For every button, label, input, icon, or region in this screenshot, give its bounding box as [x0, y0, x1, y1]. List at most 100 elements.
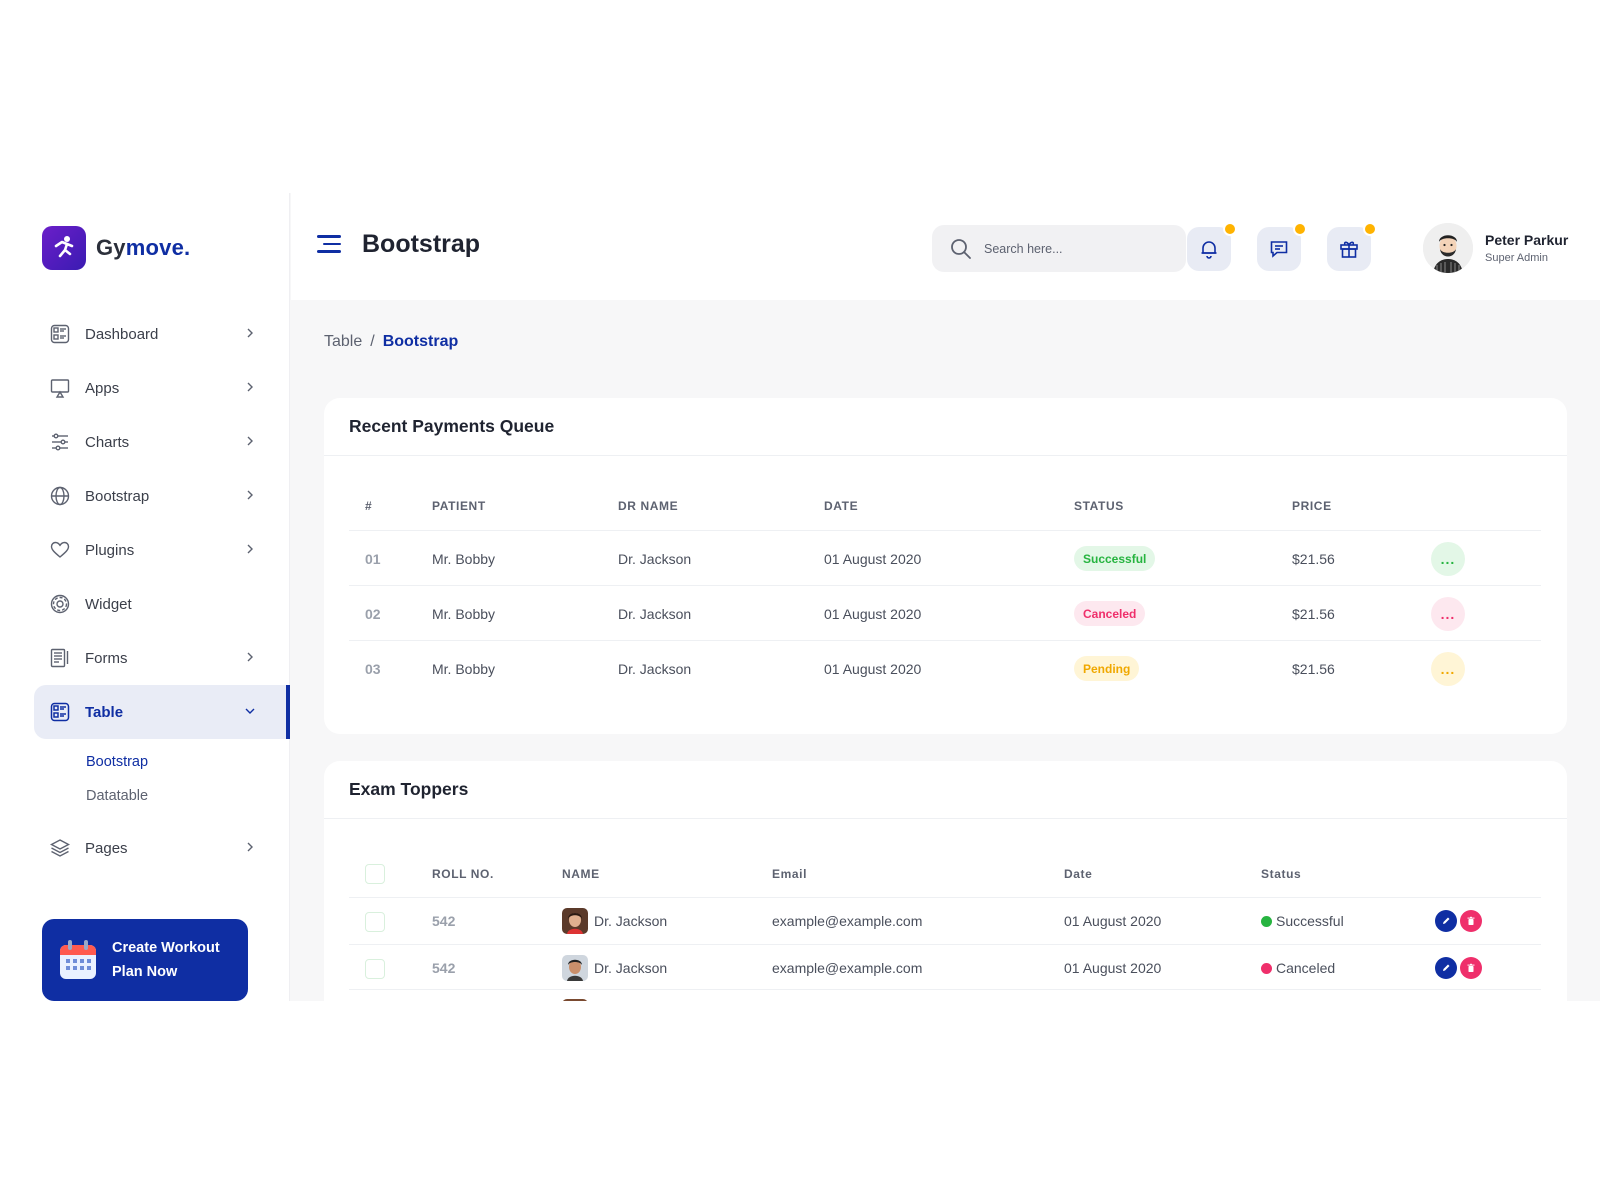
sidebar-item-table[interactable]: Table	[34, 685, 290, 739]
search-input[interactable]	[984, 241, 1164, 256]
doctor-name: Dr. Jackson	[618, 661, 692, 677]
table-submenu: Bootstrap Datatable	[34, 739, 290, 821]
submenu-item-bootstrap[interactable]: Bootstrap	[86, 754, 149, 770]
select-all-checkbox[interactable]	[365, 864, 385, 884]
card-title: Recent Payments Queue	[324, 398, 1567, 456]
page-title: Bootstrap	[362, 230, 481, 258]
table-row: 542 Dr. Jackson example@example.com 01 A…	[349, 897, 1541, 944]
edit-button[interactable]	[1435, 957, 1457, 979]
column-header: Date	[1064, 867, 1093, 881]
gear-icon	[49, 593, 71, 615]
more-actions-button[interactable]: ...	[1431, 597, 1465, 631]
monitor-icon	[49, 377, 71, 399]
create-workout-plan-button[interactable]: Create Workout Plan Now	[42, 919, 248, 1001]
notification-dot	[1363, 222, 1377, 236]
avatar	[562, 908, 588, 934]
column-header: DATE	[824, 499, 859, 513]
date: 01 August 2020	[824, 606, 922, 622]
sidebar-item-widget[interactable]: Widget	[34, 577, 290, 631]
price: $21.56	[1292, 606, 1335, 622]
chevron-right-icon	[247, 652, 253, 662]
cta-label: Create Workout Plan Now	[112, 940, 220, 980]
gifts-button[interactable]	[1327, 222, 1377, 271]
sidebar-item-label: Widget	[85, 595, 132, 613]
row-number: 02	[365, 606, 381, 622]
app-frame: Gymove. Dashboard Apps Ch	[0, 193, 1600, 1001]
patient-name: Mr. Bobby	[432, 551, 496, 567]
sidebar-item-dashboard[interactable]: Dashboard	[34, 307, 290, 361]
edit-button[interactable]	[1435, 910, 1457, 932]
column-header: STATUS	[1074, 499, 1124, 513]
chat-icon	[1270, 241, 1288, 258]
breadcrumb-current: Bootstrap	[382, 333, 459, 350]
breadcrumb-separator: /	[370, 333, 375, 350]
payments-table: # PATIENT DR NAME DATE STATUS PRICE 01 M…	[349, 456, 1541, 734]
column-header: PRICE	[1292, 499, 1332, 513]
row-number: 03	[365, 661, 381, 677]
breadcrumb: Table / Bootstrap	[324, 333, 458, 351]
messages-button[interactable]	[1257, 222, 1307, 271]
sidebar-item-label: Forms	[85, 649, 128, 667]
more-actions-button[interactable]: ...	[1431, 542, 1465, 576]
card-title: Exam Toppers	[324, 761, 1567, 819]
globe-icon	[49, 485, 71, 507]
delete-button[interactable]	[1460, 957, 1482, 979]
chevron-right-icon	[247, 490, 253, 500]
email: example@example.com	[772, 913, 923, 929]
sidebar-item-label: Bootstrap	[85, 487, 150, 505]
layers-icon	[49, 837, 71, 859]
sidebar-item-label: Table	[85, 703, 124, 721]
sidebar-item-label: Charts	[85, 433, 130, 451]
avatar	[562, 999, 588, 1001]
heart-icon	[49, 539, 71, 561]
sidebar-item-pages[interactable]: Pages	[34, 821, 290, 875]
chevron-right-icon	[247, 382, 253, 392]
calendar-icon	[60, 940, 96, 979]
row-checkbox[interactable]	[365, 959, 385, 979]
status-dot	[1261, 915, 1272, 927]
price: $21.56	[1292, 551, 1335, 567]
submenu-item-datatable[interactable]: Datatable	[86, 788, 149, 804]
sidebar-item-label: Plugins	[85, 541, 135, 559]
brand-logo[interactable]: Gymove.	[42, 226, 190, 270]
sidebar-item-plugins[interactable]: Plugins	[34, 523, 290, 577]
user-name: Peter Parkur	[1485, 232, 1569, 248]
column-header: Status	[1261, 867, 1302, 881]
row-checkbox[interactable]	[365, 912, 385, 932]
delete-button[interactable]	[1460, 910, 1482, 932]
notifications-button[interactable]	[1187, 222, 1237, 271]
forms-icon	[49, 647, 71, 669]
status-dot	[1261, 962, 1272, 974]
table-row: 01 Mr. Bobby Dr. Jackson 01 August 2020 …	[349, 530, 1541, 585]
chevron-right-icon	[247, 842, 253, 852]
breadcrumb-parent[interactable]: Table	[324, 333, 363, 350]
status-indicator: Canceled	[1261, 960, 1335, 976]
pencil-icon	[1443, 917, 1450, 924]
column-header: DR NAME	[618, 499, 679, 513]
column-header: PATIENT	[432, 499, 486, 513]
status-badge: Pending	[1074, 656, 1140, 681]
sidebar-item-forms[interactable]: Forms	[34, 631, 290, 685]
student-name: Dr. Jackson	[594, 913, 668, 929]
dashboard-icon	[49, 323, 71, 345]
status-indicator: Successful	[1261, 913, 1344, 929]
email: example@example.com	[772, 960, 923, 976]
gift-icon	[1340, 241, 1358, 258]
sidebar-item-bootstrap[interactable]: Bootstrap	[34, 469, 290, 523]
status-badge: Canceled	[1074, 601, 1146, 626]
date: 01 August 2020	[1064, 913, 1162, 929]
notification-dot	[1293, 222, 1307, 236]
user-profile[interactable]: Peter Parkur Super Admin	[1423, 223, 1568, 273]
toppers-table: ROLL NO. NAME Email Date Status 542 Dr. …	[349, 819, 1541, 1001]
status-text: Successful	[1276, 913, 1344, 929]
more-actions-button[interactable]: ...	[1431, 652, 1465, 686]
roll-number: 542	[432, 960, 456, 976]
table-row: 542 Dr. Jackson example@example.com 01 A…	[349, 944, 1541, 989]
price: $21.56	[1292, 661, 1335, 677]
doctor-name: Dr. Jackson	[618, 551, 692, 567]
hamburger-menu-icon[interactable]	[317, 235, 341, 255]
sidebar-item-apps[interactable]: Apps	[34, 361, 290, 415]
bell-icon	[1201, 241, 1217, 259]
sidebar-item-charts[interactable]: Charts	[34, 415, 290, 469]
top-header: Bootstrap	[291, 193, 1600, 300]
